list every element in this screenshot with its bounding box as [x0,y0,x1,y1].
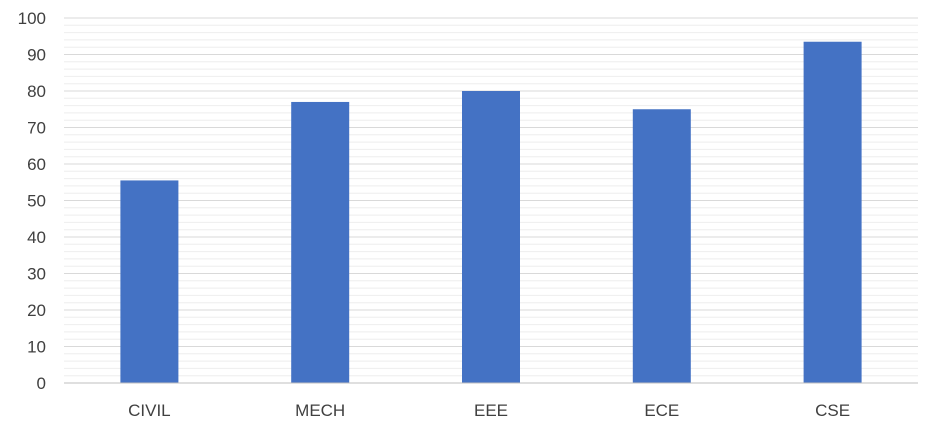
bar-cse [803,41,862,383]
y-tick-label: 10 [27,338,46,357]
x-tick-label: EEE [474,401,508,420]
x-tick-label: CIVIL [128,401,171,420]
x-tick-label: MECH [295,401,345,420]
y-tick-label: 100 [18,9,46,28]
y-tick-label: 20 [27,301,46,320]
y-tick-label: 0 [37,374,46,393]
y-tick-label: 30 [27,265,46,284]
y-tick-label: 60 [27,155,46,174]
bar-ece [632,109,691,383]
y-tick-label: 70 [27,119,46,138]
y-tick-label: 40 [27,228,46,247]
x-axis-tick-labels: CIVIL MECH EEE ECE CSE [128,401,850,420]
y-tick-label: 50 [27,192,46,211]
bar-eee [462,91,520,383]
y-tick-label: 80 [27,82,46,101]
y-tick-label: 90 [27,46,46,65]
bar-civil [120,180,179,383]
x-tick-label: ECE [644,401,679,420]
bars [120,41,862,383]
bar-mech [291,101,350,383]
y-axis-tick-labels: 0 10 20 30 40 50 60 70 80 90 100 [18,9,46,393]
x-tick-label: CSE [815,401,850,420]
